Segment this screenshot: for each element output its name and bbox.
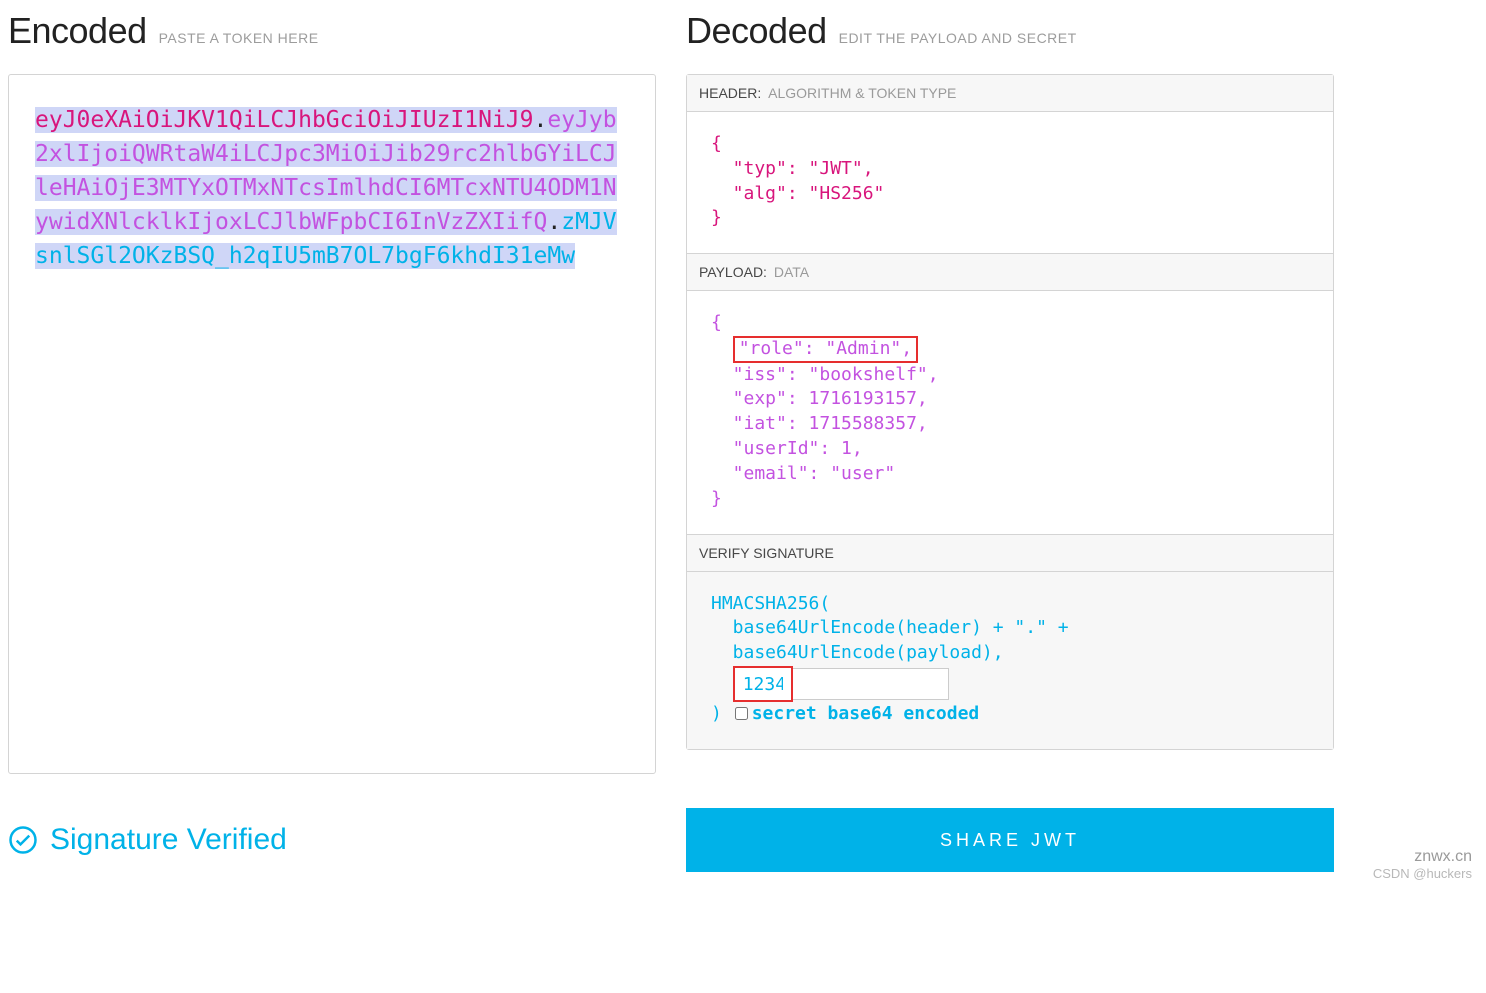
watermark: znwx.cn CSDN @huckers <box>1373 848 1472 881</box>
watermark-l2: CSDN @huckers <box>1373 866 1472 881</box>
encoded-title: Encoded <box>8 10 147 52</box>
encoded-token-input[interactable]: eyJ0eXAiOiJKV1QiLCJhbGciOiJIUzI1NiJ9.eyJ… <box>8 74 656 774</box>
signature-section: VERIFY SIGNATURE HMACSHA256( base64UrlEn… <box>687 535 1333 749</box>
sig-l3: base64UrlEncode(payload), <box>711 641 1309 666</box>
secret-input[interactable] <box>735 668 791 700</box>
signature-label: VERIFY SIGNATURE <box>699 545 834 561</box>
header-label-val: ALGORITHM & TOKEN TYPE <box>768 85 956 101</box>
signature-verified-status: Signature Verified <box>8 823 656 857</box>
signature-section-head: VERIFY SIGNATURE <box>687 535 1333 572</box>
payload-body[interactable]: { "role": "Admin", "iss": "bookshelf", "… <box>687 291 1333 533</box>
header-open: { <box>711 133 722 154</box>
token-header-segment: eyJ0eXAiOiJKV1QiLCJhbGciOiJIUzI1NiJ9 <box>35 107 534 133</box>
watermark-l1: znwx.cn <box>1373 848 1472 866</box>
header-line2: "alg": "HS256" <box>711 183 884 204</box>
header-body[interactable]: { "typ": "JWT", "alg": "HS256" } <box>687 112 1333 253</box>
header-close: } <box>711 207 722 228</box>
token-dot: . <box>547 209 561 235</box>
payload-section-head: PAYLOAD: DATA <box>687 254 1333 291</box>
header-label-key: HEADER: <box>699 85 761 101</box>
decoded-panel: HEADER: ALGORITHM & TOKEN TYPE { "typ": … <box>686 74 1334 750</box>
secret-input-extra[interactable] <box>793 668 949 700</box>
payload-label-key: PAYLOAD: <box>699 264 767 280</box>
share-jwt-button[interactable]: SHARE JWT <box>686 808 1334 872</box>
payload-section: PAYLOAD: DATA { "role": "Admin", "iss": … <box>687 254 1333 534</box>
secret-base64-checkbox[interactable] <box>735 707 748 720</box>
encoded-subtitle: PASTE A TOKEN HERE <box>159 30 319 46</box>
decoded-subtitle: EDIT THE PAYLOAD AND SECRET <box>839 30 1077 46</box>
token-dot: . <box>534 107 548 133</box>
payload-line2: "iss": "bookshelf", <box>711 364 939 385</box>
decoded-column: Decoded EDIT THE PAYLOAD AND SECRET HEAD… <box>686 10 1334 774</box>
payload-label-val: DATA <box>774 264 809 280</box>
payload-line4: "iat": 1715588357, <box>711 413 928 434</box>
secret-base64-label: secret base64 encoded <box>752 703 980 724</box>
sig-l1: HMACSHA256( <box>711 592 1309 617</box>
header-line1: "typ": "JWT", <box>711 158 874 179</box>
header-section-head: HEADER: ALGORITHM & TOKEN TYPE <box>687 75 1333 112</box>
payload-line5: "userId": 1, <box>711 438 863 459</box>
payload-line3: "exp": 1716193157, <box>711 388 928 409</box>
check-circle-icon <box>8 825 38 855</box>
encoded-column: Encoded PASTE A TOKEN HERE eyJ0eXAiOiJKV… <box>8 10 656 774</box>
payload-role-highlight: "role": "Admin", <box>733 336 918 363</box>
sig-close-paren: ) <box>711 703 722 724</box>
payload-open: { <box>711 312 722 333</box>
payload-line6: "email": "user" <box>711 463 895 484</box>
signature-body: HMACSHA256( base64UrlEncode(header) + ".… <box>687 572 1333 749</box>
sig-l2: base64UrlEncode(header) + "." + <box>711 616 1309 641</box>
decoded-heading: Decoded EDIT THE PAYLOAD AND SECRET <box>686 10 1334 52</box>
header-section: HEADER: ALGORITHM & TOKEN TYPE { "typ": … <box>687 75 1333 254</box>
decoded-title: Decoded <box>686 10 827 52</box>
verified-text: Signature Verified <box>50 823 287 857</box>
payload-close: } <box>711 488 722 509</box>
encoded-heading: Encoded PASTE A TOKEN HERE <box>8 10 656 52</box>
